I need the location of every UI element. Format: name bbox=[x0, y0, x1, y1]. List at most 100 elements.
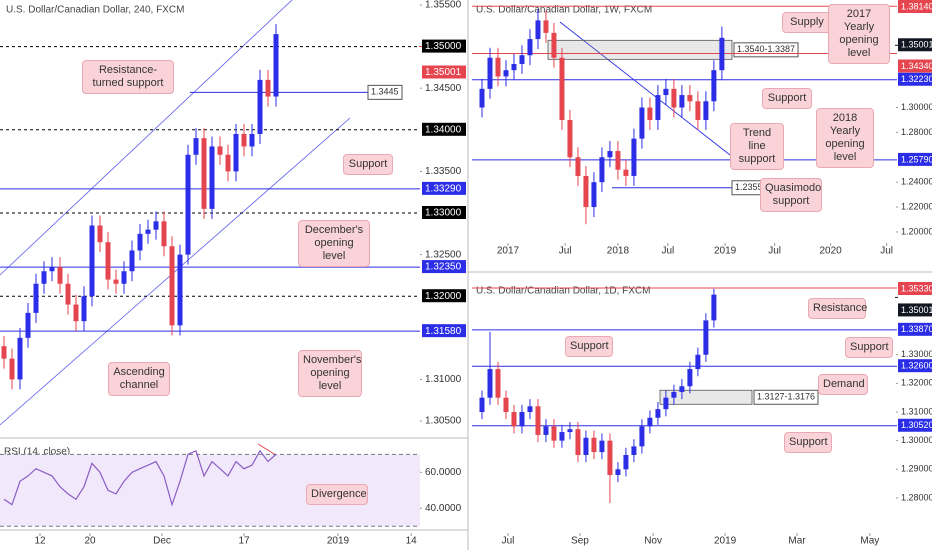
y-tick-label: 1.28000 bbox=[901, 127, 932, 137]
candle-body bbox=[679, 95, 685, 108]
y-tick-label: 40.0000 bbox=[425, 503, 462, 514]
level-label-box bbox=[898, 303, 932, 317]
candle-body bbox=[113, 279, 119, 284]
candle-body bbox=[711, 70, 717, 102]
candle-body bbox=[73, 304, 79, 322]
y-tick-label: 1.30000 bbox=[901, 102, 932, 112]
level-label-box bbox=[422, 324, 466, 338]
y-tick-label: 1.30000 bbox=[901, 435, 932, 445]
candle-body bbox=[527, 406, 533, 413]
candle-body bbox=[511, 63, 517, 71]
y-tick-label: 1.29000 bbox=[901, 464, 932, 474]
level-label: 1.32350 bbox=[425, 262, 462, 273]
level-label: 1.35001 bbox=[901, 305, 932, 315]
candle-body bbox=[679, 386, 685, 392]
candle-body bbox=[567, 429, 573, 433]
candle-body bbox=[233, 133, 239, 172]
candle-body bbox=[177, 254, 183, 326]
candle-body bbox=[495, 57, 501, 77]
marked-line-label: 1.2355 bbox=[735, 182, 763, 192]
level-label: 1.33290 bbox=[425, 184, 462, 195]
candle-body bbox=[479, 88, 485, 108]
level-label: 1.32230 bbox=[901, 74, 932, 84]
candle-body bbox=[543, 20, 549, 33]
x-tick-label: 2019 bbox=[327, 536, 350, 547]
x-tick-label: Jul bbox=[880, 246, 893, 257]
x-tick-label: Jul bbox=[662, 246, 675, 257]
candle-body bbox=[575, 157, 581, 176]
callout: Divergence bbox=[306, 484, 368, 505]
x-tick-label: Mar bbox=[788, 536, 806, 547]
candle-body bbox=[623, 169, 629, 176]
candle-body bbox=[9, 358, 15, 380]
level-label-box bbox=[422, 39, 466, 53]
candle-body bbox=[217, 146, 223, 155]
candle-body bbox=[527, 39, 533, 56]
candle-body bbox=[631, 446, 637, 455]
candle-body bbox=[57, 267, 63, 284]
y-tick-label: 1.32500 bbox=[425, 249, 462, 260]
level-label: 1.32600 bbox=[901, 361, 932, 371]
level-label-box bbox=[898, 418, 932, 432]
candle-body bbox=[591, 437, 597, 453]
candle-body bbox=[225, 154, 231, 172]
y-tick-label: 1.33000 bbox=[901, 349, 932, 359]
level-label-box bbox=[422, 260, 466, 274]
y-tick-label: 1.30500 bbox=[425, 416, 462, 427]
candle-body bbox=[265, 79, 271, 97]
candle-body bbox=[25, 312, 31, 338]
level-label: 1.35001 bbox=[901, 40, 932, 50]
candle-body bbox=[687, 369, 693, 387]
candle-body bbox=[695, 101, 701, 120]
level-label: 1.32000 bbox=[425, 291, 462, 302]
candle-body bbox=[647, 107, 653, 120]
candle-body bbox=[687, 95, 693, 102]
zone-label: 1.3540-1.3387 bbox=[737, 44, 795, 54]
candle-body bbox=[615, 151, 621, 170]
candle-body bbox=[495, 369, 501, 398]
level-label-box bbox=[898, 359, 932, 373]
zone bbox=[547, 39, 733, 60]
callout: Ascending channel bbox=[108, 362, 170, 396]
candle-body bbox=[583, 437, 589, 455]
candle-body bbox=[543, 426, 549, 435]
candle-body bbox=[33, 283, 39, 313]
candle-body bbox=[655, 409, 661, 418]
y-tick-label: 1.32000 bbox=[901, 378, 932, 388]
channel-line bbox=[0, 0, 293, 276]
candle-body bbox=[121, 271, 127, 284]
callout: December's opening level bbox=[298, 220, 370, 267]
candle-body bbox=[663, 397, 669, 410]
candle-body bbox=[41, 271, 47, 284]
zone-label-box bbox=[753, 389, 819, 405]
level-label: 1.34000 bbox=[425, 124, 462, 135]
candle-body bbox=[639, 426, 645, 447]
candle-body bbox=[671, 88, 677, 108]
candle-body bbox=[703, 101, 709, 120]
zone-label: 1.3127-1.3176 bbox=[757, 392, 815, 402]
channel-line bbox=[0, 117, 351, 426]
candle-body bbox=[599, 157, 605, 183]
level-label: 1.35001 bbox=[425, 67, 462, 78]
x-tick-label: 2020 bbox=[820, 246, 843, 257]
y-tick-label: 60.0000 bbox=[425, 467, 462, 478]
level-label-box bbox=[422, 65, 466, 79]
candle-body bbox=[193, 138, 199, 155]
candle-body bbox=[551, 426, 557, 441]
callout: Trend line support bbox=[730, 123, 784, 170]
level-label: 1.25790 bbox=[901, 154, 932, 164]
candle-body bbox=[257, 79, 263, 134]
chart-title: RSI (14, close) bbox=[4, 447, 70, 458]
x-tick-label: Sep bbox=[571, 536, 589, 547]
y-tick-label: 1.20000 bbox=[901, 226, 932, 236]
y-tick-label: 1.35500 bbox=[425, 0, 462, 11]
level-label-box bbox=[898, 38, 932, 52]
candle-body bbox=[695, 354, 701, 370]
candle-body bbox=[105, 242, 111, 280]
candle-body bbox=[655, 95, 661, 120]
x-tick-label: 2019 bbox=[714, 246, 737, 257]
candle-body bbox=[503, 70, 509, 77]
candle-body bbox=[639, 107, 645, 139]
